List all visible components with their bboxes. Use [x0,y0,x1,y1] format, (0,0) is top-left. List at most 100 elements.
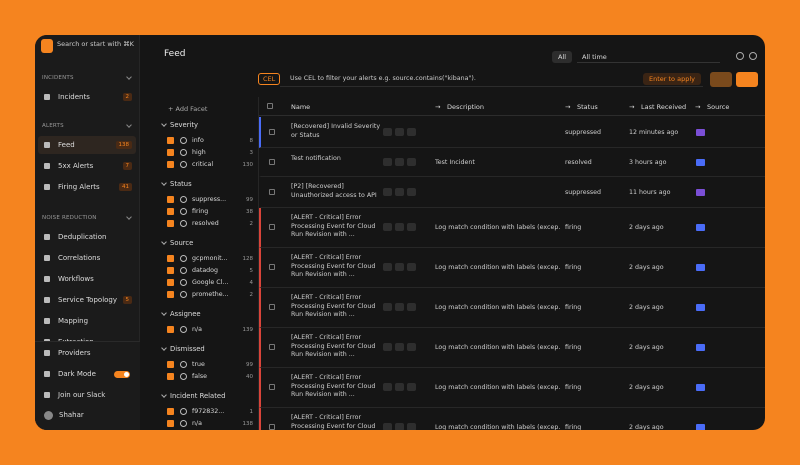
row-checkbox[interactable] [269,224,275,230]
facet-checkbox[interactable] [167,137,174,144]
facet-option[interactable]: resolved 2 [167,218,253,229]
row-checkbox[interactable] [269,188,275,195]
add-facet[interactable]: + Add Facet [168,105,208,113]
column-header[interactable]: Description [447,103,485,111]
facet-option[interactable]: n/a 138 [167,418,253,429]
nav-item[interactable]: Deduplication [38,228,136,246]
row-action[interactable] [383,423,392,430]
facet-title[interactable]: Status [170,180,192,188]
sort-arrow[interactable]: → [435,103,441,111]
apply-button[interactable]: Enter to apply [643,73,701,85]
column-header[interactable]: Last Received [641,103,687,111]
facet-checkbox[interactable] [167,208,174,215]
footer-item[interactable]: Dark Mode [38,365,136,383]
facet-checkbox[interactable] [167,279,174,286]
section-chevron[interactable] [126,214,132,220]
alert-row[interactable]: [ALERT - Critical] Error Processing Even… [259,288,765,328]
alert-row[interactable]: [ALERT - Critical] Error Processing Even… [259,208,765,248]
facet-option[interactable]: promethe... 2 [167,289,253,300]
facet-title[interactable]: Assignee [170,310,201,318]
row-action[interactable] [395,157,404,166]
facet-option[interactable]: critical 130 [167,159,253,170]
row-action[interactable] [407,303,416,311]
row-action[interactable] [407,157,416,166]
row-action[interactable] [407,127,416,136]
facet-checkbox[interactable] [167,267,174,274]
cel-input[interactable]: Use CEL to filter your alerts e.g. sourc… [280,72,703,87]
nav-item[interactable]: Service Topology 5 [38,291,136,309]
row-checkbox[interactable] [269,384,275,390]
facet-option[interactable]: datadog 5 [167,265,253,276]
row-checkbox[interactable] [269,304,275,310]
facet-checkbox[interactable] [167,373,174,380]
column-header[interactable]: Source [707,103,730,111]
nav-item[interactable]: Incidents 2 [38,88,136,106]
section-chevron[interactable] [126,122,132,128]
row-action[interactable] [383,127,392,136]
nav-item[interactable]: Correlations [38,249,136,267]
dark-mode-toggle[interactable] [114,370,130,378]
facet-chevron[interactable] [161,310,167,316]
facet-checkbox[interactable] [167,361,174,368]
row-checkbox[interactable] [269,344,275,350]
nav-item[interactable]: Feed 138 [38,136,136,154]
row-action[interactable] [395,263,404,271]
time-picker[interactable] [577,49,720,63]
select-all[interactable] [267,103,273,109]
row-action[interactable] [407,423,416,430]
facet-option[interactable]: n/a 139 [167,324,253,335]
alert-row[interactable]: [ALERT - Critical] Error Processing Even… [259,248,765,288]
facet-option[interactable]: false 40 [167,371,253,382]
facet-checkbox[interactable] [167,161,174,168]
save-button[interactable] [710,72,732,87]
facet-option[interactable]: high 3 [167,147,253,158]
facet-chevron[interactable] [161,239,167,245]
row-action[interactable] [395,303,404,311]
section-chevron[interactable] [126,74,132,80]
facet-option[interactable]: true 99 [167,359,253,370]
facet-title[interactable]: Incident Related [170,392,226,400]
footer-item[interactable]: Join our Slack [38,386,136,404]
facet-option[interactable]: info 8 [167,135,253,146]
alert-row[interactable]: [Recovered] Invalid Severity or Status su… [259,117,765,148]
column-header[interactable]: Status [577,103,598,111]
facet-option[interactable]: firing 38 [167,206,253,217]
alert-row[interactable]: [ALERT - Critical] Error Processing Even… [259,328,765,368]
facet-chevron[interactable] [161,121,167,127]
row-action[interactable] [395,187,404,196]
user-menu[interactable]: Shahar [38,406,136,424]
row-checkbox[interactable] [269,264,275,270]
row-checkbox[interactable] [269,128,275,135]
row-action[interactable] [395,383,404,391]
row-action[interactable] [395,343,404,351]
facet-checkbox[interactable] [167,408,174,415]
facet-checkbox[interactable] [167,220,174,227]
help-icon[interactable] [749,52,757,60]
facet-checkbox[interactable] [167,149,174,156]
facet-option[interactable]: suppress... 99 [167,194,253,205]
row-checkbox[interactable] [269,158,275,165]
sort-arrow[interactable]: → [695,103,701,111]
facet-checkbox[interactable] [167,291,174,298]
facet-checkbox[interactable] [167,420,174,427]
facet-checkbox[interactable] [167,326,174,333]
nav-item[interactable]: 5xx Alerts 7 [38,157,136,175]
row-action[interactable] [383,187,392,196]
sort-arrow[interactable]: → [565,103,571,111]
facet-option[interactable]: Google Cl... 4 [167,277,253,288]
row-action[interactable] [407,187,416,196]
scope-tab[interactable]: All [552,51,573,63]
nav-item[interactable]: Firing Alerts 41 [38,178,136,196]
nav-item[interactable]: Mapping [38,312,136,330]
settings-button[interactable] [736,72,758,87]
time-range[interactable]: All time [582,53,607,61]
row-action[interactable] [395,423,404,430]
row-checkbox[interactable] [269,424,275,430]
alert-row[interactable]: [ALERT - Critical] Error Processing Even… [259,408,765,430]
facet-checkbox[interactable] [167,255,174,262]
row-action[interactable] [383,263,392,271]
search-box[interactable]: Search or start with ⌘K [57,40,134,48]
facet-option[interactable]: gcpmonit... 128 [167,253,253,264]
column-header[interactable]: Name [291,103,311,111]
facet-title[interactable]: Severity [170,121,199,129]
